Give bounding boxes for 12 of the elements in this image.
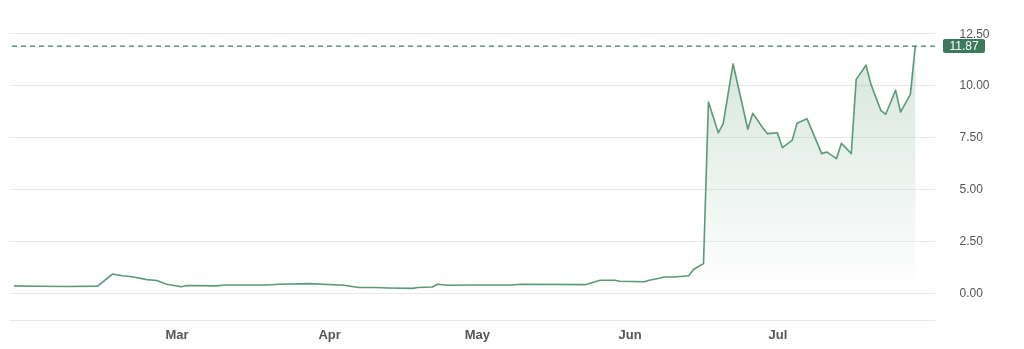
x-tick-label: Jul bbox=[768, 326, 788, 342]
y-tick-label: 0.00 bbox=[959, 286, 984, 301]
x-tick-label: Jun bbox=[618, 326, 642, 342]
ref-line-label: 11.87 bbox=[949, 39, 979, 54]
y-tick-label: 12.50 bbox=[959, 26, 990, 41]
y-tick-label: 7.50 bbox=[959, 130, 984, 145]
x-tick-label: Apr bbox=[318, 326, 341, 342]
x-tick-label: Mar bbox=[165, 326, 189, 342]
x-tick-label: May bbox=[464, 326, 491, 342]
y-tick-label: 5.00 bbox=[959, 182, 984, 197]
y-tick-label: 10.00 bbox=[959, 78, 990, 93]
y-tick-label: 2.50 bbox=[959, 234, 984, 249]
